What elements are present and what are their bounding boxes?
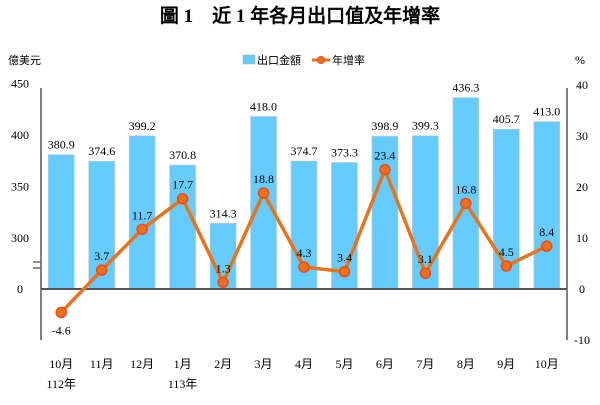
growth-rate-marker	[419, 267, 432, 279]
bar-export-value	[533, 121, 561, 290]
growth-rate-marker	[460, 197, 472, 210]
x-tick-label: 5月	[335, 357, 353, 371]
growth-rate-marker	[176, 192, 189, 205]
growth-rate-data-label: 11.7	[132, 208, 153, 222]
x-tick-label: 1月	[174, 357, 192, 371]
x-tick-label: 10月	[49, 357, 73, 371]
bar-data-label: 370.8	[169, 148, 196, 162]
growth-rate-marker	[298, 261, 310, 273]
growth-rate-marker	[500, 260, 513, 272]
y-right-tick: 0	[579, 282, 585, 296]
x-tick-year-label: 113年	[168, 377, 198, 391]
bar-data-label: 374.7	[291, 144, 318, 158]
bar-data-label: 398.9	[371, 119, 398, 133]
growth-rate-marker	[257, 187, 270, 199]
x-tick-label: 10月	[535, 357, 559, 371]
bar-export-value	[128, 135, 156, 290]
growth-rate-data-label: 4.5	[499, 245, 514, 259]
y-right-label: %	[575, 53, 585, 67]
bar-data-label: 373.3	[331, 146, 358, 160]
bar-export-value	[452, 97, 480, 290]
x-tick-label: 9月	[497, 357, 515, 371]
growth-rate-marker	[55, 306, 67, 319]
growth-rate-marker	[136, 223, 148, 236]
bar-data-label: 405.7	[493, 112, 520, 126]
growth-rate-data-label: 18.8	[253, 172, 274, 186]
growth-rate-marker	[217, 276, 229, 289]
y-right-tick: 30	[576, 129, 588, 143]
growth-rate-marker	[541, 240, 553, 252]
y-left-label: 億美元	[8, 54, 41, 67]
bar-export-value	[371, 135, 399, 290]
legend-line-marker	[317, 56, 325, 64]
growth-rate-data-label: 23.4	[374, 149, 395, 163]
x-tick-label: 6月	[376, 357, 394, 371]
legend-bar-swatch	[242, 54, 256, 65]
y-right-tick: -10	[574, 333, 590, 347]
y-left-tick: 450	[11, 77, 29, 91]
bar-export-value	[47, 154, 75, 290]
growth-rate-marker	[338, 265, 351, 278]
x-tick-label: 7月	[416, 357, 434, 371]
x-tick-label: 8月	[457, 357, 475, 371]
bar-data-label: 374.6	[88, 144, 115, 158]
x-tick-year-label: 112年	[46, 377, 76, 391]
growth-rate-data-label: -4.6	[52, 323, 71, 337]
bar-data-label: 314.3	[210, 206, 237, 220]
bar-data-label: 380.9	[48, 138, 75, 152]
y-left-tick: 300	[11, 231, 29, 245]
growth-rate-data-label: 3.1	[418, 252, 433, 266]
growth-rate-data-label: 3.4	[337, 251, 352, 265]
x-tick-label: 3月	[255, 357, 273, 371]
growth-rate-data-label: 17.7	[172, 178, 193, 192]
growth-rate-marker	[95, 264, 108, 276]
y-right-tick: 10	[576, 231, 588, 245]
x-tick-label: 12月	[130, 357, 154, 371]
y-right-tick: 20	[576, 180, 588, 194]
y-left-tick: 400	[11, 128, 29, 142]
chart-title: 圖 1 近 1 年各月出口值及年增率	[160, 4, 440, 27]
bar-data-label: 418.0	[250, 99, 277, 113]
bar-data-label: 399.2	[129, 119, 156, 133]
bar-data-label: 436.3	[452, 81, 479, 95]
bar-export-value	[250, 116, 277, 290]
growth-rate-data-label: 16.8	[455, 182, 476, 196]
growth-rate-data-label: 8.4	[539, 225, 554, 239]
x-tick-label: 2月	[214, 357, 232, 371]
growth-rate-data-label: 3.7	[94, 249, 109, 263]
legend-line-label: 年增率	[332, 53, 365, 67]
bar-data-label: 399.3	[412, 119, 439, 133]
bar-data-label: 413.0	[533, 105, 560, 119]
bar-export-value	[412, 135, 439, 290]
y-left-tick: 0	[17, 282, 23, 296]
growth-rate-data-label: 4.3	[297, 246, 312, 260]
legend-bar-label: 出口金額	[257, 53, 301, 67]
y-right-tick: 40	[576, 78, 588, 92]
growth-rate-data-label: 1.3	[216, 261, 231, 275]
x-tick-label: 4月	[295, 357, 313, 371]
x-tick-label: 11月	[90, 357, 114, 371]
y-left-tick: 350	[11, 180, 29, 194]
growth-rate-marker	[379, 163, 391, 176]
